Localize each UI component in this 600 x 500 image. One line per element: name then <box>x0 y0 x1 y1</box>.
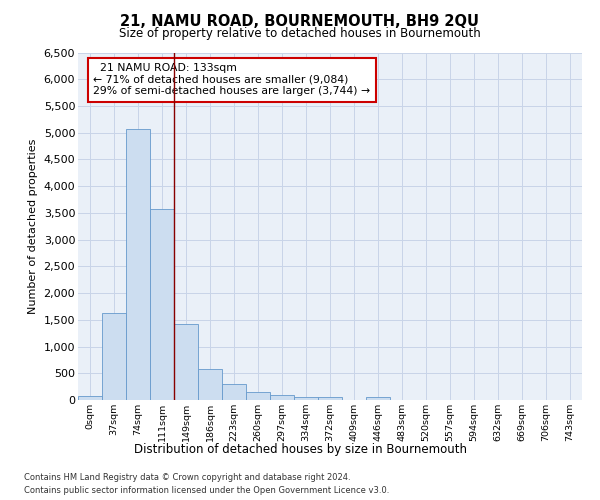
Bar <box>366 397 390 400</box>
Bar <box>198 369 222 400</box>
Bar <box>270 395 294 400</box>
Y-axis label: Number of detached properties: Number of detached properties <box>28 138 38 314</box>
Bar <box>126 129 150 400</box>
Bar <box>102 313 126 400</box>
Text: Contains public sector information licensed under the Open Government Licence v3: Contains public sector information licen… <box>24 486 389 495</box>
Text: 21, NAMU ROAD, BOURNEMOUTH, BH9 2QU: 21, NAMU ROAD, BOURNEMOUTH, BH9 2QU <box>121 14 479 29</box>
Bar <box>246 392 270 400</box>
Bar <box>294 397 318 400</box>
Bar <box>222 384 246 400</box>
Text: Distribution of detached houses by size in Bournemouth: Distribution of detached houses by size … <box>133 442 467 456</box>
Text: 21 NAMU ROAD: 133sqm
← 71% of detached houses are smaller (9,084)
29% of semi-de: 21 NAMU ROAD: 133sqm ← 71% of detached h… <box>93 63 370 96</box>
Bar <box>78 396 102 400</box>
Bar <box>150 209 174 400</box>
Text: Size of property relative to detached houses in Bournemouth: Size of property relative to detached ho… <box>119 28 481 40</box>
Bar <box>318 397 342 400</box>
Bar <box>174 324 198 400</box>
Text: Contains HM Land Registry data © Crown copyright and database right 2024.: Contains HM Land Registry data © Crown c… <box>24 472 350 482</box>
